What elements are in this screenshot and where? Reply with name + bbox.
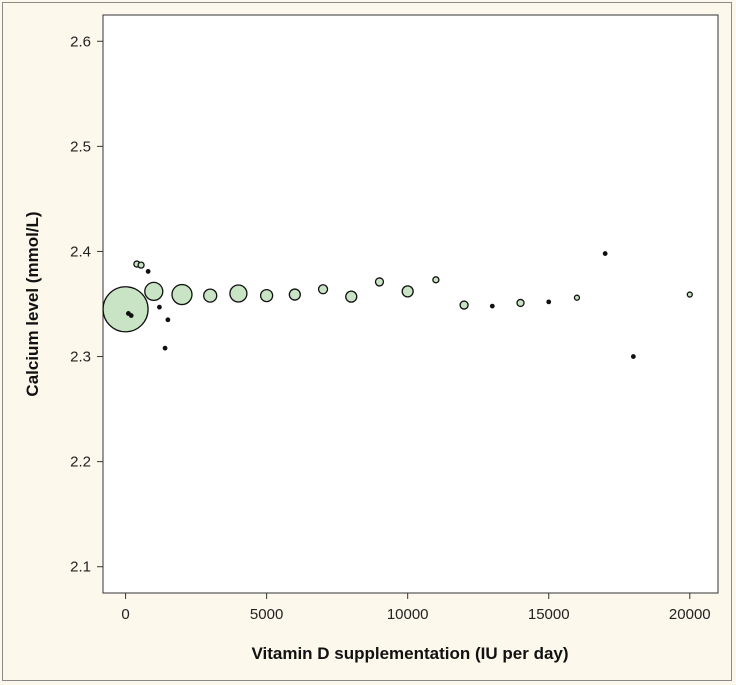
data-point [171,283,193,306]
x-axis: 0 5000 10000 15000 20000 [121,593,711,623]
y-tick-label: 2.6 [70,33,91,50]
y-tick-label: 2.5 [70,138,91,155]
y-tick-label: 2.4 [70,243,91,260]
data-points [102,251,693,359]
x-tick-label: 5000 [250,606,283,623]
y-axis: 2.1 2.2 2.3 2.4 2.5 2.6 [70,33,103,576]
data-point [489,303,495,309]
data-point [345,290,358,303]
data-point [165,317,171,323]
data-point [137,261,145,269]
data-point [288,288,301,301]
y-tick-label: 2.1 [70,559,91,576]
data-point [459,300,469,310]
y-tick-label: 2.3 [70,349,91,366]
x-axis-label: Vitamin D supplementation (IU per day) [251,644,568,663]
x-tick-label: 15000 [528,606,570,623]
data-point [145,269,151,274]
data-point [229,284,248,303]
x-tick-label: 20000 [669,606,711,623]
data-point [516,298,525,308]
data-point [432,276,440,284]
data-point [102,286,149,333]
data-point [128,313,134,318]
data-point [203,288,218,303]
data-point [259,288,274,303]
data-point [162,345,168,351]
data-point [630,354,636,359]
data-point [546,299,552,305]
y-tick-label: 2.2 [70,454,91,471]
x-tick-label: 0 [121,606,129,623]
data-point [602,251,608,256]
data-point [157,304,162,310]
data-point [144,281,164,302]
data-point [686,291,693,298]
data-point [573,294,581,301]
data-point [401,285,414,298]
x-tick-label: 10000 [387,606,429,623]
data-point [374,277,385,287]
data-point [317,284,329,295]
y-axis-label: Calcium level (mmol/L) [23,211,42,396]
plot-area [102,14,719,594]
